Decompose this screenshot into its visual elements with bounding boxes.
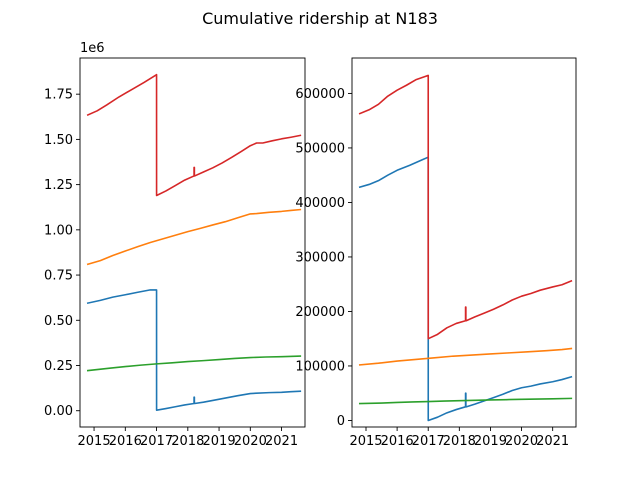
y-tick-label: 0.00: [44, 404, 73, 419]
y-tick-label: 1.75: [44, 88, 73, 103]
x-tick-label: 2016: [381, 434, 414, 449]
y-tick-label: 100000: [295, 359, 345, 374]
x-tick-label: 2019: [474, 434, 507, 449]
x-tick-label: 2015: [349, 434, 382, 449]
y-tick-label: 500000: [295, 141, 345, 156]
y-axis-multiplier: 1e6: [80, 41, 105, 56]
x-tick-label: 2020: [234, 434, 267, 449]
x-tick-label: 2018: [171, 434, 204, 449]
x-tick-label: 2016: [109, 434, 142, 449]
series-line-2: [86, 208, 302, 266]
x-tick-label: 2017: [412, 434, 445, 449]
x-tick-label: 2019: [203, 434, 236, 449]
x-tick-label: 2018: [443, 434, 476, 449]
y-tick-label: 0: [337, 414, 345, 429]
figure-title: Cumulative ridership at N183: [202, 9, 438, 28]
series-line-2: [358, 347, 573, 366]
series-line-3: [358, 397, 573, 405]
x-tick-label: 2017: [140, 434, 173, 449]
y-tick-label: 300000: [295, 250, 345, 265]
series-line-4: [86, 73, 302, 197]
series-line-3: [86, 355, 302, 372]
axes-frame: [351, 57, 577, 428]
series-group: [358, 74, 573, 422]
y-tick-label: 0.50: [44, 314, 73, 329]
y-tick-label: 0.25: [44, 359, 73, 374]
x-tick-label: 2021: [265, 434, 298, 449]
y-tick-label: 0.75: [44, 269, 73, 284]
axes-frame: [79, 57, 306, 428]
series-line-1: [358, 156, 573, 422]
y-tick-label: 1.00: [44, 223, 73, 238]
x-tick-label: 2021: [536, 434, 569, 449]
y-tick-label: 1.25: [44, 178, 73, 193]
x-tick-label: 2015: [78, 434, 111, 449]
x-tick-label: 2020: [505, 434, 538, 449]
series-line-1: [86, 289, 302, 411]
series-line-4: [358, 74, 573, 340]
y-tick-label: 600000: [295, 87, 345, 102]
y-tick-label: 400000: [295, 196, 345, 211]
y-tick-label: 200000: [295, 305, 345, 320]
series-group: [86, 73, 302, 411]
y-tick-label: 1.50: [44, 133, 73, 148]
